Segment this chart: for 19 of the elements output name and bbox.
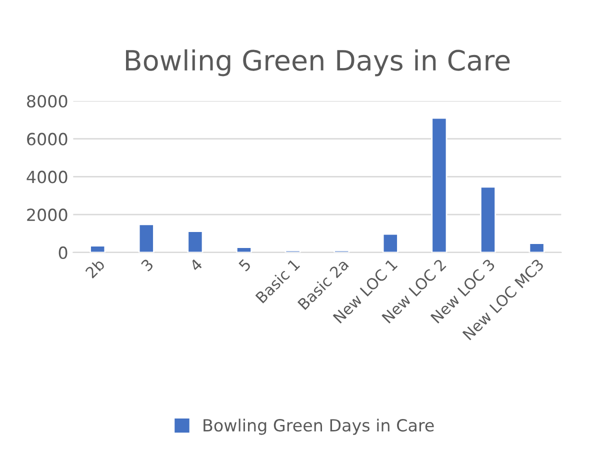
x-tick-label: 5 (238, 258, 252, 272)
bar (90, 245, 106, 252)
chart-title: Bowling Green Days in Care (126, 49, 510, 76)
y-tick-label: 4000 (26, 170, 68, 184)
bar (382, 233, 398, 252)
bar (431, 117, 448, 252)
bar (480, 186, 496, 252)
bar (138, 224, 154, 252)
legend-label: Bowling Green Days in Care (204, 418, 434, 435)
bar (187, 230, 204, 252)
y-tick-label: 8000 (27, 94, 68, 108)
y-tick-label: 2000 (27, 208, 68, 222)
x-tick-label: 3 (140, 258, 154, 272)
y-tick-label: 6000 (27, 132, 68, 146)
y-tick-label: 0 (58, 246, 68, 260)
bar (528, 242, 545, 252)
x-tick-label: 4 (189, 258, 203, 272)
x-tick-label: 2b (84, 258, 106, 279)
bar (236, 246, 252, 252)
